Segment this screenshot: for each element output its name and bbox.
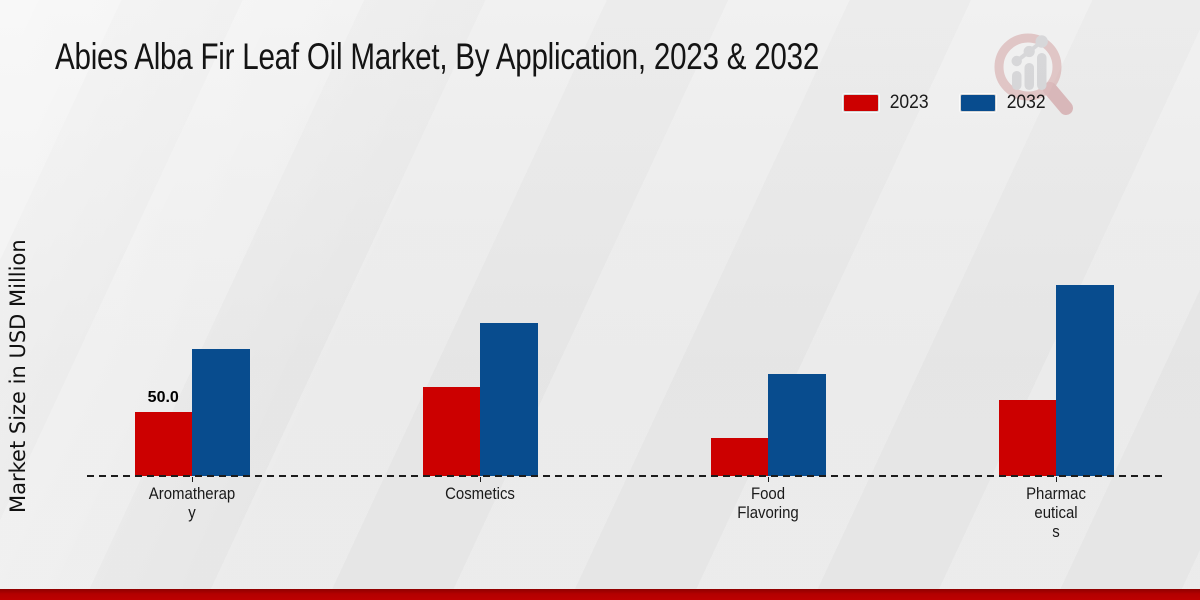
- legend-swatch-2032: [960, 94, 997, 112]
- x-axis-tick: [479, 477, 481, 482]
- x-axis-label-cosmetics: Cosmetics: [445, 484, 515, 503]
- bar-2032-cosmetics: [480, 323, 538, 476]
- chart-title: Abies Alba Fir Leaf Oil Market, By Appli…: [55, 36, 820, 77]
- x-axis-label-food-flavoring: Food Flavoring: [737, 484, 799, 522]
- x-axis-tick: [1055, 477, 1057, 482]
- legend-swatch-2023: [843, 94, 879, 112]
- bar-2023-pharmaceuticals: [998, 400, 1056, 476]
- x-axis-label-pharmaceuticals: Pharmac eutical s: [1026, 484, 1086, 541]
- magnifier-bar-chart-logo-icon: [994, 33, 1073, 115]
- legend-label-2032: 2032: [1006, 92, 1046, 113]
- legend-item-2032: 2032: [960, 92, 1047, 114]
- x-axis-baseline: [87, 475, 1165, 477]
- bar-2023-food-flavoring: [710, 438, 768, 476]
- legend: 2023 2032: [843, 92, 1048, 114]
- x-axis-tick: [767, 477, 769, 482]
- bar-2032-food-flavoring: [768, 374, 826, 476]
- bar-2032-pharmaceuticals: [1056, 285, 1114, 476]
- bar-2023-aromatherapy: [134, 412, 192, 476]
- bar-2032-aromatherapy: [192, 349, 250, 476]
- x-axis-label-aromatherapy: Aromatherap y: [148, 484, 236, 522]
- x-axis-tick: [191, 477, 193, 482]
- footer-strip: [0, 589, 1200, 600]
- bar-value-label: 50.0: [147, 389, 179, 406]
- legend-label-2023: 2023: [889, 92, 929, 113]
- legend-item-2023: 2023: [843, 92, 930, 114]
- bar-2023-cosmetics: [422, 387, 480, 476]
